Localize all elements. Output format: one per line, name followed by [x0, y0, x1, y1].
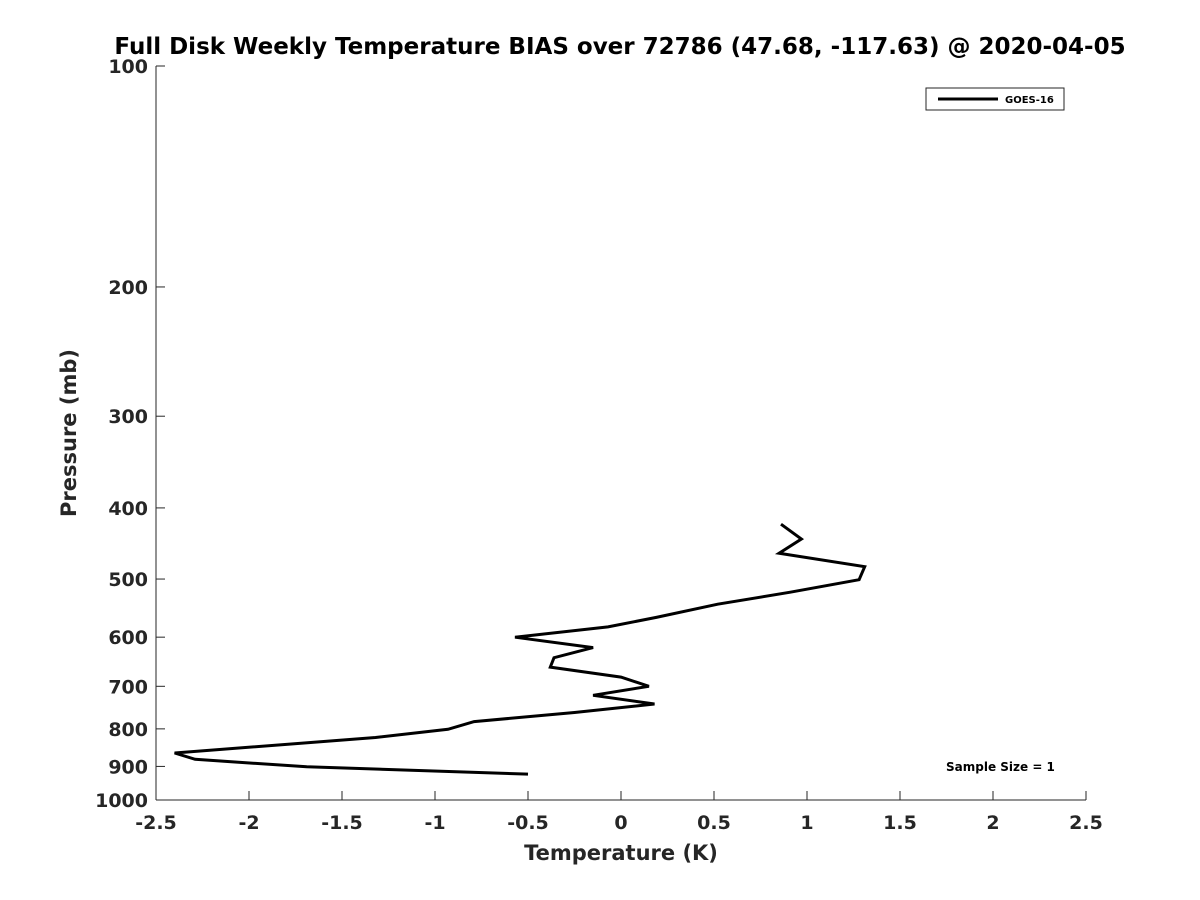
x-tick-label: 1 — [800, 812, 813, 834]
x-tick-label: 0 — [614, 812, 627, 834]
x-axis-label: Temperature (K) — [524, 841, 718, 865]
chart-title: Full Disk Weekly Temperature BIAS over 7… — [114, 34, 1125, 60]
x-tick-label: -1 — [424, 812, 445, 834]
x-tick-label: -0.5 — [507, 812, 549, 834]
y-tick-label: 800 — [108, 719, 148, 741]
y-axis-ticks: 100 200 300 400 500 600 700 800 900 1000 — [95, 56, 165, 812]
y-tick-label: 100 — [108, 56, 148, 78]
x-tick-label: -1.5 — [321, 812, 363, 834]
y-tick-label: 700 — [108, 676, 148, 698]
y-tick-label: 1000 — [95, 790, 148, 812]
x-axis-ticks: -2.5 -2 -1.5 -1 -0.5 0 0.5 1 1.5 2 2.5 — [135, 791, 1103, 834]
sample-size-annotation: Sample Size = 1 — [946, 760, 1055, 774]
legend-label-goes-16: GOES-16 — [1005, 95, 1054, 106]
y-tick-label: 200 — [108, 277, 148, 299]
y-axis-label: Pressure (mb) — [57, 349, 81, 517]
x-tick-label: -2 — [238, 812, 259, 834]
series-group — [174, 522, 867, 776]
y-tick-label: 300 — [108, 406, 148, 428]
x-tick-label: 1.5 — [883, 812, 917, 834]
y-tick-label: 400 — [108, 498, 148, 520]
y-tick-label: 600 — [108, 627, 148, 649]
y-tick-label: 900 — [108, 756, 148, 778]
legend: GOES-16 — [925, 87, 1065, 111]
x-tick-label: -2.5 — [135, 812, 177, 834]
x-tick-label: 0.5 — [697, 812, 731, 834]
x-tick-label: 2 — [986, 812, 999, 834]
series-line-goes-16 — [174, 522, 867, 776]
y-tick-label: 500 — [108, 569, 148, 591]
x-tick-label: 2.5 — [1069, 812, 1103, 834]
